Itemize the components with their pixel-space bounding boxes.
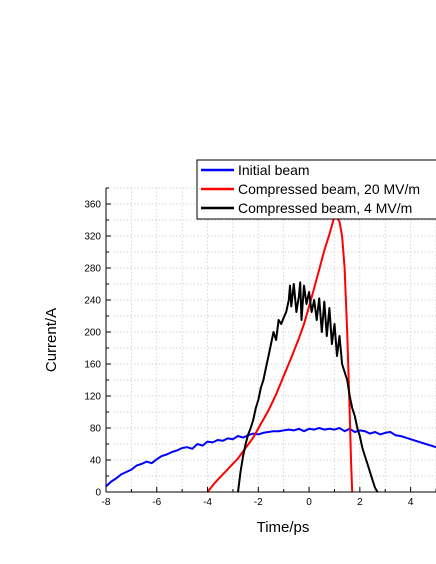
series-group (105, 215, 436, 493)
y-ticks: 0 40 80 120 160 200 240 280 320 360 (84, 187, 111, 499)
legend: Initial beam Compressed beam, 20 MV/m Comp… (196, 159, 436, 220)
x-tick-label: -8 (102, 497, 111, 508)
y-tick-label: 360 (84, 200, 101, 211)
y-tick-label: 80 (90, 424, 102, 435)
y-tick-label: 40 (90, 456, 102, 467)
series-line-3 (237, 281, 379, 493)
x-tick-label: 4 (408, 497, 414, 508)
legend-label: Initial beam (238, 162, 310, 178)
y-tick-label: 160 (84, 360, 101, 371)
y-tick-label: 200 (84, 328, 101, 339)
x-tick-label: -6 (152, 497, 161, 508)
x-tick-label: -2 (254, 497, 263, 508)
y-tick-label: 320 (84, 232, 101, 243)
x-axis-label: Time/ps (257, 519, 310, 536)
legend-box (196, 159, 436, 220)
series-line-2 (206, 215, 354, 493)
y-tick-label: 120 (84, 392, 101, 403)
y-tick-label: 0 (95, 488, 101, 499)
legend-label: Compressed beam, 20 MV/m (238, 181, 420, 197)
x-tick-label: 0 (306, 497, 312, 508)
x-tick-label: 2 (357, 497, 363, 508)
y-tick-label: 280 (84, 264, 101, 275)
y-axis-label: Current/A (43, 308, 60, 372)
legend-label: Compressed beam, 4 MV/m (238, 200, 412, 216)
y-tick-label: 240 (84, 296, 101, 307)
x-ticks: -8 -6 -4 -2 0 2 4 (102, 487, 436, 508)
x-tick-label: -4 (203, 497, 212, 508)
series-line-1 (105, 427, 436, 488)
